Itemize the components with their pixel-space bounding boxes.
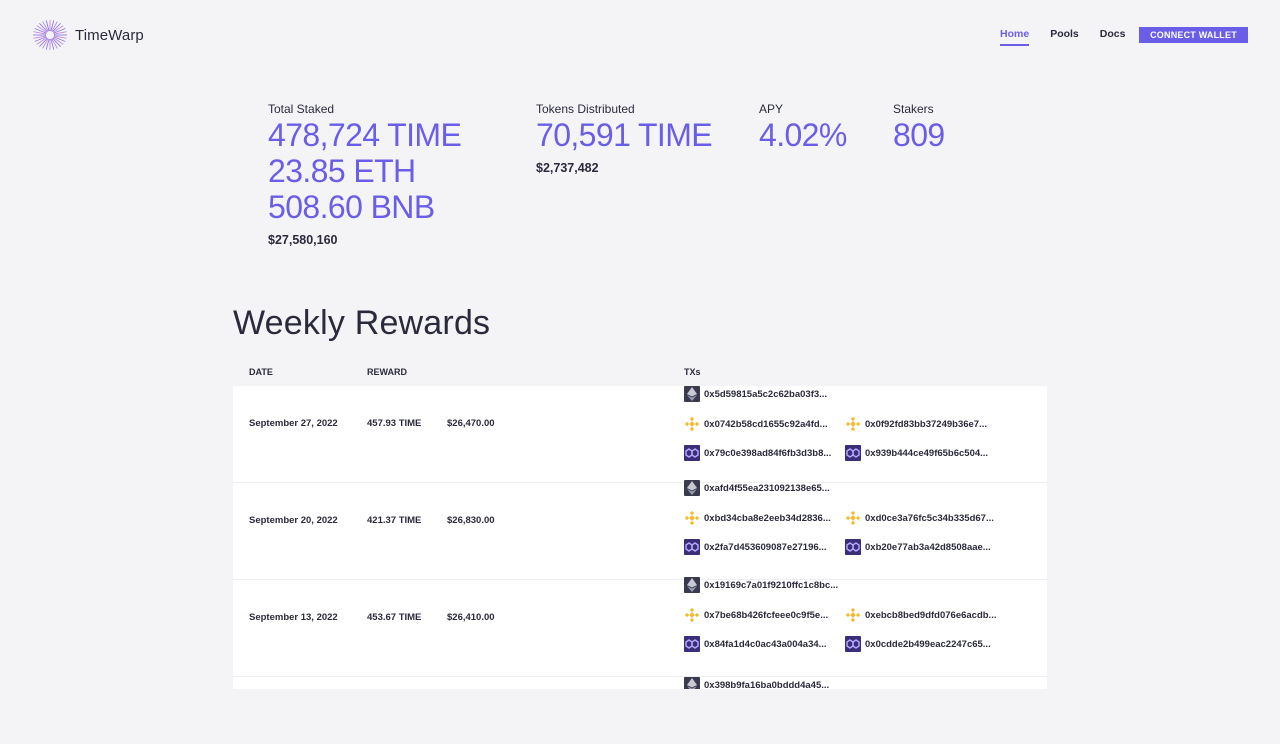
stat-label: Tokens Distributed [536,102,635,116]
bnb-icon [845,607,861,623]
stat-value-bnb: 508.60 BNB [268,189,435,225]
tx-link[interactable]: 0xb20e77ab3a42d8508aae... [845,539,991,555]
stat-stakers: Stakers 809 [893,102,945,153]
tx-link[interactable]: 0x0cdde2b499eac2247c65... [845,636,991,652]
row-reward: 453.67 TIME [367,612,422,623]
stat-value: 70,591 TIME [536,117,713,153]
nav-pools[interactable]: Pools [1050,28,1079,40]
polygon-icon [845,445,861,461]
tx-link[interactable]: 0x19169c7a01f9210ffc1c8bc... [684,577,838,593]
tx-hash: 0x2fa7d453609087e27196... [704,541,827,553]
tx-link[interactable]: 0xebcb8bed9dfd076e6acdb... [845,607,996,623]
tx-hash: 0x19169c7a01f9210ffc1c8bc... [704,579,839,591]
tx-hash: 0x0f92fd83bb37249b36e7... [865,418,987,430]
main-nav: Home Pools Docs [1000,28,1146,46]
row-usd: $26,830.00 [447,515,495,526]
table-header: DATE REWARD TXs [233,367,1047,381]
header-reward: REWARD [367,367,407,377]
bnb-icon [684,607,700,623]
eth-icon [684,480,700,496]
tx-link[interactable]: 0x2fa7d453609087e27196... [684,539,827,555]
tx-link[interactable]: 0xafd4f55ea231092138e65... [684,480,830,496]
tx-hash: 0x79c0e398ad84f6fb3d3b8... [704,447,832,459]
row-reward: 457.93 TIME [367,418,422,429]
header-date: DATE [249,367,273,377]
tx-hash: 0x939b444ce49f65b6c504... [865,447,989,459]
table-row: September 27, 2022 457.93 TIME $26,470.0… [233,386,1047,483]
row-usd: $26,410.00 [447,612,495,623]
stat-apy: APY 4.02% [759,102,847,153]
tx-hash: 0x7be68b426fcfeee0c9f5e... [704,609,829,621]
table-row: September 13, 2022 453.67 TIME $26,410.0… [233,577,1047,677]
logo-burst-icon [33,20,67,50]
eth-icon [684,386,700,402]
header: TimeWarp Home Pools Docs CONNECT WALLET [0,0,1280,70]
tx-link[interactable]: 0x79c0e398ad84f6fb3d3b8... [684,445,831,461]
tx-hash: 0x84fa1d4c0ac43a004a34... [704,638,827,650]
tx-link[interactable]: 0x398b9fa16ba0bddd4a45... [684,677,829,689]
bnb-icon [684,416,700,432]
stat-value-time: 478,724 TIME [268,117,462,153]
nav-docs[interactable]: Docs [1099,28,1126,40]
row-date: September 13, 2022 [249,612,338,623]
row-date: September 20, 2022 [249,515,338,526]
eth-icon [684,677,700,689]
tx-link[interactable]: 0xbd34cba8e2eeb34d2836... [684,510,831,526]
polygon-icon [684,636,700,652]
stat-value: 809 [893,117,945,153]
tx-hash: 0x0cdde2b499eac2247c65... [865,638,991,650]
stat-label: Total Staked [268,102,335,116]
stat-label: APY [759,102,784,116]
stat-usd: $2,737,482 [536,161,599,175]
stat-value-eth: 23.85 ETH [268,153,416,189]
table-row: September 20, 2022 421.37 TIME $26,830.0… [233,480,1047,580]
stat-value: 4.02% [759,117,847,153]
tx-hash: 0xbd34cba8e2eeb34d2836... [704,512,831,524]
app-name: TimeWarp [75,26,144,44]
stat-total-staked: Total Staked 478,724 TIME 23.85 ETH 508.… [268,102,462,247]
tx-hash: 0x0742b58cd1655c92a4fd... [704,418,828,430]
connect-wallet-button[interactable]: CONNECT WALLET [1139,27,1248,43]
polygon-icon [684,445,700,461]
tx-hash: 0xb20e77ab3a42d8508aae... [865,541,991,553]
tx-link[interactable]: 0x7be68b426fcfeee0c9f5e... [684,607,828,623]
polygon-icon [684,539,700,555]
tx-link[interactable]: 0x5d59815a5c2c62ba03f3... [684,386,827,402]
nav-home[interactable]: Home [1000,28,1030,46]
row-usd: $26,470.00 [447,418,495,429]
bnb-icon [845,510,861,526]
bnb-icon [845,416,861,432]
tx-hash: 0xebcb8bed9dfd076e6acdb... [865,609,997,621]
row-date: September 27, 2022 [249,418,338,429]
section-title: Weekly Rewards [233,304,491,342]
polygon-icon [845,539,861,555]
tx-link[interactable]: 0xd0ce3a76fc5c34b335d67... [845,510,994,526]
tx-hash: 0x398b9fa16ba0bddd4a45... [704,679,830,690]
tx-link[interactable]: 0x84fa1d4c0ac43a004a34... [684,636,827,652]
tx-link[interactable]: 0x939b444ce49f65b6c504... [845,445,988,461]
logo[interactable]: TimeWarp [31,18,144,52]
bnb-icon [684,510,700,526]
polygon-icon [845,636,861,652]
stat-usd: $27,580,160 [268,233,338,247]
tx-link[interactable]: 0x0f92fd83bb37249b36e7... [845,416,987,432]
row-reward: 421.37 TIME [367,515,422,526]
tx-hash: 0xd0ce3a76fc5c34b335d67... [865,512,994,524]
tx-hash: 0x5d59815a5c2c62ba03f3... [704,388,828,400]
stat-label: Stakers [893,102,934,116]
tx-link[interactable]: 0x0742b58cd1655c92a4fd... [684,416,828,432]
stat-tokens-distributed: Tokens Distributed 70,591 TIME $2,737,48… [536,102,713,175]
header-txs: TXs [684,367,701,377]
eth-icon [684,577,700,593]
tx-hash: 0xafd4f55ea231092138e65... [704,482,830,494]
table-row: 0x398b9fa16ba0bddd4a45... [233,677,1047,689]
rewards-table[interactable]: September 27, 2022 457.93 TIME $26,470.0… [233,386,1047,689]
